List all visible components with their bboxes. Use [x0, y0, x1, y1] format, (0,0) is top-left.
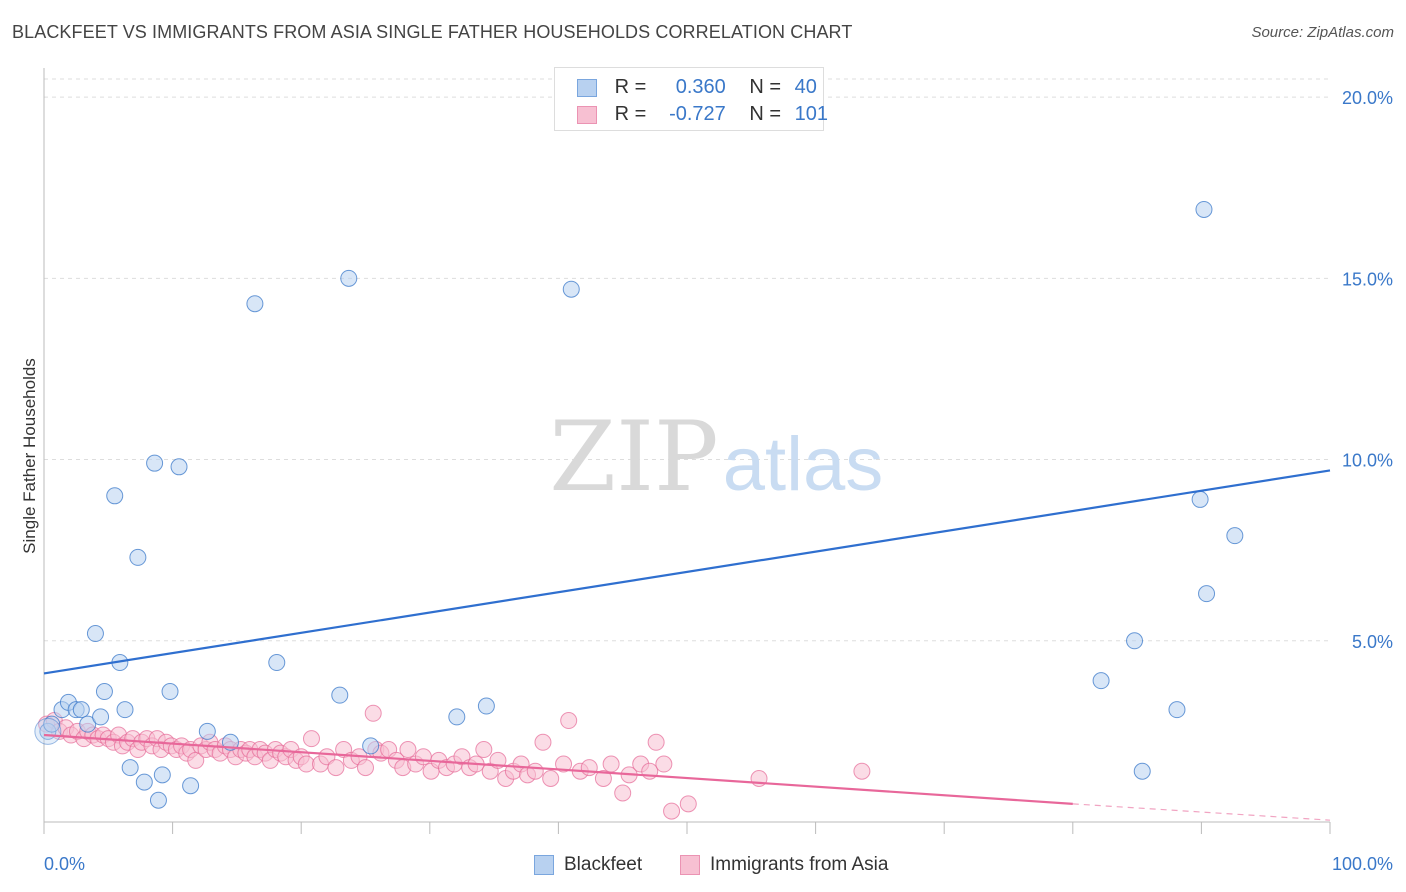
- n-label: N =: [749, 103, 782, 125]
- point-immigrants-from-asia: [853, 762, 871, 780]
- point-immigrants-from-asia: [580, 759, 598, 777]
- point-blackfeet: [43, 715, 61, 733]
- point-immigrants-from-asia: [602, 755, 620, 773]
- point-blackfeet: [161, 683, 179, 701]
- legend-row-immigrants: R = -0.727 N = 101: [577, 101, 831, 127]
- trend-line-blackfeet: [43, 469, 1331, 675]
- point-blackfeet: [121, 759, 139, 777]
- y-tick-label: 10.0%: [1342, 451, 1393, 471]
- trend-line-immigrants-from-asia: [43, 733, 1073, 805]
- point-immigrants-from-asia: [526, 762, 544, 780]
- point-immigrants-from-asia: [399, 741, 417, 759]
- point-blackfeet: [149, 791, 167, 809]
- point-blackfeet: [1198, 585, 1216, 603]
- point-immigrants-from-asia: [364, 704, 382, 722]
- point-blackfeet: [153, 766, 171, 784]
- immigrants-swatch: [680, 854, 700, 875]
- point-blackfeet: [86, 625, 104, 643]
- point-blackfeet: [1226, 527, 1244, 545]
- r-label: R =: [614, 76, 647, 98]
- y-tick-label: 15.0%: [1342, 269, 1393, 289]
- blackfeet-swatch: [534, 854, 554, 875]
- series-legend: Blackfeet Immigrants from Asia: [0, 851, 1406, 879]
- point-immigrants-from-asia: [414, 748, 432, 766]
- point-blackfeet: [246, 295, 264, 313]
- point-immigrants-from-asia: [534, 733, 552, 751]
- point-immigrants-from-asia: [679, 795, 697, 813]
- point-blackfeet: [95, 683, 113, 701]
- point-blackfeet: [135, 773, 153, 791]
- point-blackfeet-cluster: [34, 717, 62, 745]
- point-blackfeet: [1191, 490, 1209, 508]
- point-blackfeet: [1133, 762, 1151, 780]
- x-tick-label-max: 100.0%: [1332, 854, 1393, 874]
- y-tick-label: 5.0%: [1352, 632, 1393, 652]
- point-blackfeet: [362, 737, 380, 755]
- y-tick-label: 20.0%: [1342, 88, 1393, 108]
- point-blackfeet: [182, 777, 200, 795]
- point-blackfeet: [340, 269, 358, 287]
- r-value: -0.727: [669, 103, 726, 125]
- watermark-zip: ZIP: [549, 401, 718, 513]
- point-immigrants-from-asia: [475, 741, 493, 759]
- source-label: Source: ZipAtlas.com: [1251, 24, 1394, 41]
- legend-row-blackfeet: R = 0.360 N = 40: [577, 74, 831, 100]
- point-immigrants-from-asia: [647, 733, 665, 751]
- grid-lines: [44, 78, 1330, 642]
- x-tick-label-min: 0.0%: [44, 854, 85, 874]
- point-blackfeet: [331, 686, 349, 704]
- n-value: 40: [794, 76, 817, 98]
- trend-lines: [43, 469, 1331, 821]
- legend-label-blackfeet: Blackfeet: [564, 854, 643, 875]
- point-blackfeet: [146, 454, 164, 472]
- point-blackfeet: [116, 701, 134, 719]
- point-immigrants-from-asia: [614, 784, 632, 802]
- point-immigrants-from-asia: [327, 759, 345, 777]
- point-immigrants-from-asia: [297, 755, 315, 773]
- point-immigrants-from-asia: [560, 712, 578, 730]
- point-blackfeet: [79, 715, 97, 733]
- point-immigrants-from-asia: [555, 755, 573, 773]
- blackfeet-swatch: [577, 78, 597, 97]
- point-blackfeet: [1126, 632, 1144, 650]
- tick-labels: 5.0% 10.0% 15.0% 20.0% 0.0% 100.0%: [44, 88, 1393, 874]
- legend-item-immigrants: Immigrants from Asia: [680, 851, 888, 879]
- legend-item-blackfeet: Blackfeet: [534, 851, 642, 879]
- point-blackfeet: [448, 708, 466, 726]
- correlation-legend: R = 0.360 N = 40 R = -0.727 N = 101: [554, 67, 828, 131]
- point-blackfeet: [106, 487, 124, 505]
- series-blackfeet: [34, 113, 1244, 809]
- point-blackfeet: [129, 548, 147, 566]
- n-value: 101: [794, 103, 828, 125]
- point-immigrants-from-asia: [302, 730, 320, 748]
- point-blackfeet: [1168, 701, 1186, 719]
- point-blackfeet: [1092, 672, 1110, 690]
- immigrants-swatch: [577, 105, 597, 124]
- point-blackfeet: [170, 458, 188, 476]
- r-value: 0.360: [675, 76, 726, 98]
- point-immigrants-from-asia: [663, 802, 681, 820]
- r-label: R =: [614, 103, 647, 125]
- point-immigrants-from-asia: [655, 755, 673, 773]
- point-blackfeet: [72, 701, 90, 719]
- watermark: ZIP atlas: [549, 401, 883, 513]
- point-immigrants-from-asia: [357, 759, 374, 777]
- axes: [43, 68, 1331, 834]
- n-label: N =: [749, 76, 782, 98]
- point-immigrants-from-asia: [594, 770, 612, 788]
- watermark-atlas: atlas: [723, 422, 884, 507]
- point-blackfeet: [198, 722, 216, 740]
- point-blackfeet: [92, 708, 110, 726]
- point-blackfeet: [562, 280, 580, 298]
- point-blackfeet: [1195, 200, 1213, 218]
- point-immigrants-from-asia: [542, 770, 560, 788]
- trend-line-immigrants-extension: [1072, 803, 1331, 821]
- chart-title: BLACKFEET VS IMMIGRANTS FROM ASIA SINGLE…: [12, 22, 853, 42]
- point-blackfeet: [477, 697, 495, 715]
- legend-label-immigrants: Immigrants from Asia: [710, 854, 889, 875]
- point-blackfeet: [268, 654, 286, 672]
